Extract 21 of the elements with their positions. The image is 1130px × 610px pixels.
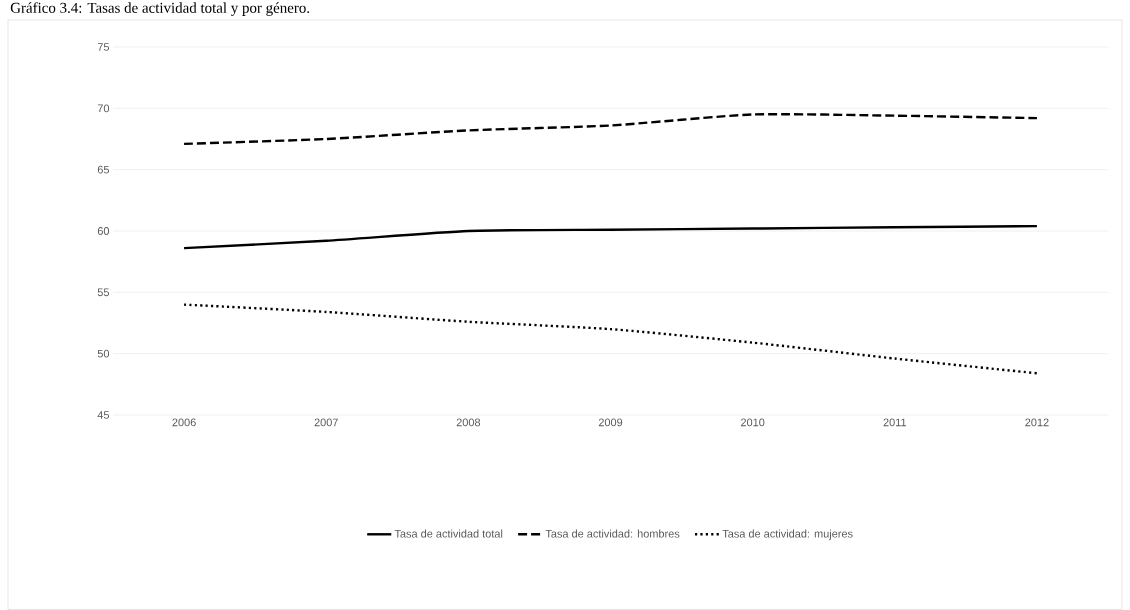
y-tick-label: 45 — [97, 411, 110, 419]
legend-label: Tasa de actividad: hombres — [545, 529, 680, 538]
chart-title: Gráfico 3.4: Tasas de actividad total y por género. — [10, 2, 310, 16]
y-tick-label: 60 — [97, 227, 110, 235]
y-tick-label: 65 — [97, 165, 110, 174]
line-series — [182, 112, 1039, 146]
x-tick-label: 2009 — [598, 418, 623, 427]
legend-label: Tasa de actividad: mujeres — [722, 529, 853, 540]
y-tick-label: 55 — [97, 288, 110, 297]
line-series — [182, 303, 1039, 375]
x-tick-label: 2010 — [741, 418, 765, 427]
y-tick-label: 50 — [97, 349, 110, 358]
x-tick-label: 2011 — [883, 418, 907, 427]
line-series — [182, 224, 1039, 250]
x-tick-label: 2006 — [172, 418, 196, 427]
legend-label: Tasa de actividad total — [394, 529, 503, 538]
x-tick-label: 2007 — [314, 418, 338, 427]
y-tick-label: 75 — [97, 43, 110, 51]
x-tick-label: 2008 — [456, 418, 481, 427]
y-tick-label: 70 — [97, 104, 110, 113]
x-tick-label: 2012 — [1025, 418, 1049, 427]
